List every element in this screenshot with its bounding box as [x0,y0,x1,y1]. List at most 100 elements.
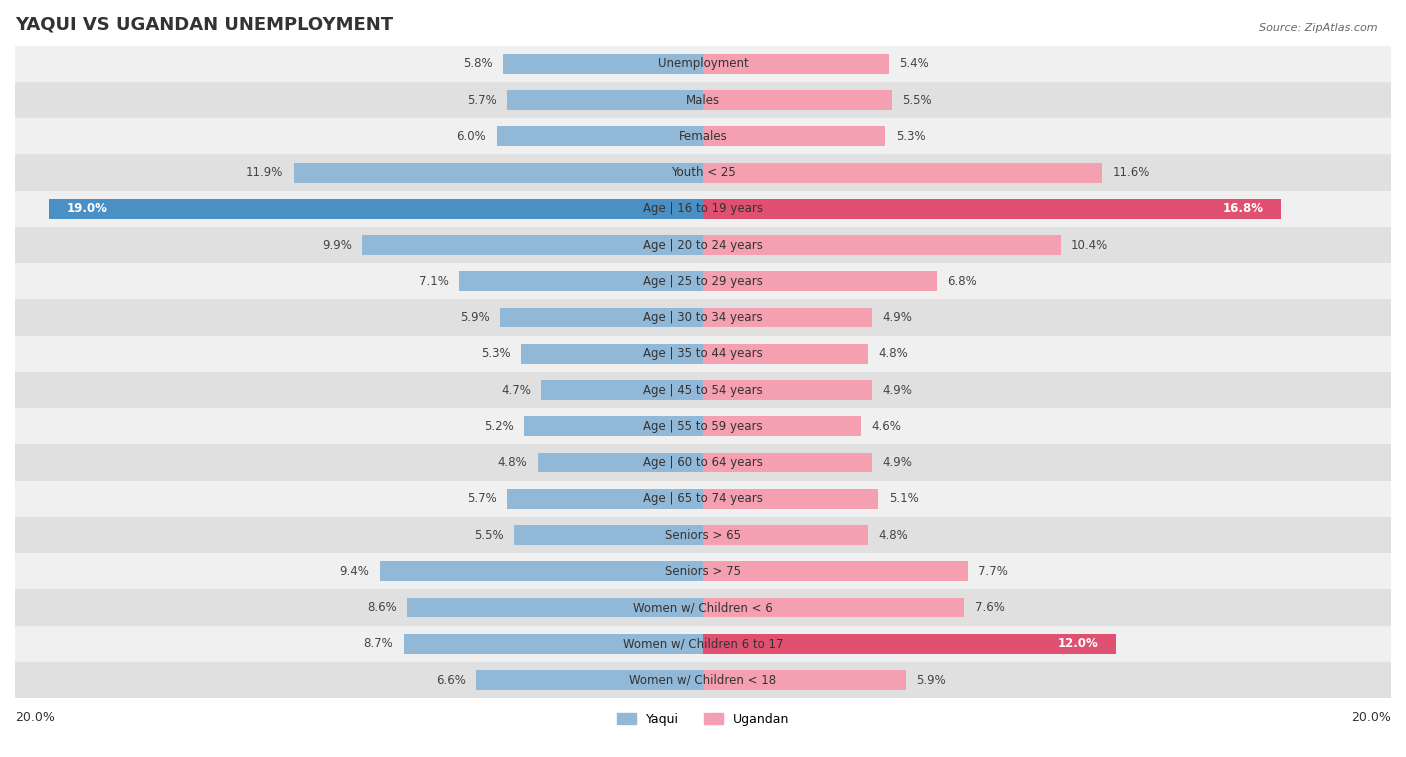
Text: 5.3%: 5.3% [481,347,510,360]
Bar [15,408,1391,444]
Bar [703,344,868,364]
Bar [703,380,872,400]
Text: 4.8%: 4.8% [498,456,527,469]
Text: 5.9%: 5.9% [917,674,946,687]
Bar [15,191,1391,227]
Text: 7.6%: 7.6% [974,601,1005,614]
Bar [404,634,703,654]
Text: Age | 25 to 29 years: Age | 25 to 29 years [643,275,763,288]
Bar [703,199,1281,219]
Bar [703,163,1102,182]
Bar [703,561,967,581]
Text: 4.9%: 4.9% [882,311,911,324]
Bar [703,271,936,291]
Text: Age | 20 to 24 years: Age | 20 to 24 years [643,238,763,251]
Text: 5.4%: 5.4% [898,58,929,70]
Bar [703,126,886,146]
Text: 8.6%: 8.6% [367,601,396,614]
Bar [703,670,905,690]
Bar [508,489,703,509]
Text: 12.0%: 12.0% [1057,637,1098,650]
Text: YAQUI VS UGANDAN UNEMPLOYMENT: YAQUI VS UGANDAN UNEMPLOYMENT [15,15,394,33]
Text: 7.1%: 7.1% [419,275,449,288]
Text: Females: Females [679,129,727,143]
Text: 11.9%: 11.9% [246,166,284,179]
Bar [538,453,703,472]
Bar [15,227,1391,263]
Text: Age | 55 to 59 years: Age | 55 to 59 years [643,420,763,433]
Bar [15,263,1391,300]
Text: 6.0%: 6.0% [457,129,486,143]
Bar [703,453,872,472]
Bar [703,307,872,328]
Text: Age | 35 to 44 years: Age | 35 to 44 years [643,347,763,360]
Text: 5.5%: 5.5% [903,94,932,107]
Bar [496,126,703,146]
Text: 4.9%: 4.9% [882,384,911,397]
Text: Age | 45 to 54 years: Age | 45 to 54 years [643,384,763,397]
Legend: Yaqui, Ugandan: Yaqui, Ugandan [612,708,794,731]
Text: 4.6%: 4.6% [872,420,901,433]
Bar [15,590,1391,625]
Text: 19.0%: 19.0% [66,202,107,215]
Text: 4.8%: 4.8% [879,528,908,541]
Text: 5.2%: 5.2% [484,420,513,433]
Bar [15,372,1391,408]
Bar [703,634,1116,654]
Bar [541,380,703,400]
Text: 4.9%: 4.9% [882,456,911,469]
Bar [15,45,1391,82]
Bar [513,525,703,545]
Bar [408,597,703,618]
Bar [458,271,703,291]
Text: 5.5%: 5.5% [474,528,503,541]
Bar [294,163,703,182]
Text: 9.4%: 9.4% [339,565,370,578]
Bar [15,118,1391,154]
Text: 5.7%: 5.7% [467,94,496,107]
Bar [15,154,1391,191]
Bar [703,489,879,509]
Text: Women w/ Children 6 to 17: Women w/ Children 6 to 17 [623,637,783,650]
Bar [508,90,703,110]
Text: Age | 65 to 74 years: Age | 65 to 74 years [643,492,763,505]
Bar [703,597,965,618]
Bar [703,235,1060,255]
Text: 5.9%: 5.9% [460,311,489,324]
Bar [15,553,1391,590]
Text: 20.0%: 20.0% [1351,711,1391,724]
Bar [15,444,1391,481]
Text: 6.6%: 6.6% [436,674,465,687]
Bar [363,235,703,255]
Bar [15,300,1391,335]
Bar [15,662,1391,698]
Bar [524,416,703,436]
Text: Seniors > 65: Seniors > 65 [665,528,741,541]
Text: 8.7%: 8.7% [364,637,394,650]
Bar [703,90,893,110]
Text: 6.8%: 6.8% [948,275,977,288]
Text: Source: ZipAtlas.com: Source: ZipAtlas.com [1260,23,1378,33]
Text: Youth < 25: Youth < 25 [671,166,735,179]
Bar [15,481,1391,517]
Text: Unemployment: Unemployment [658,58,748,70]
Text: 16.8%: 16.8% [1223,202,1264,215]
Bar [15,517,1391,553]
Text: Males: Males [686,94,720,107]
Bar [49,199,703,219]
Text: 9.9%: 9.9% [322,238,352,251]
Bar [703,525,868,545]
Bar [703,416,862,436]
Text: 5.8%: 5.8% [464,58,494,70]
Text: 5.1%: 5.1% [889,492,918,505]
Text: 4.8%: 4.8% [879,347,908,360]
Bar [15,82,1391,118]
Bar [380,561,703,581]
Bar [15,335,1391,372]
Bar [503,54,703,73]
Text: 20.0%: 20.0% [15,711,55,724]
Text: 5.3%: 5.3% [896,129,925,143]
Text: Age | 30 to 34 years: Age | 30 to 34 years [643,311,763,324]
Text: 5.7%: 5.7% [467,492,496,505]
Bar [501,307,703,328]
